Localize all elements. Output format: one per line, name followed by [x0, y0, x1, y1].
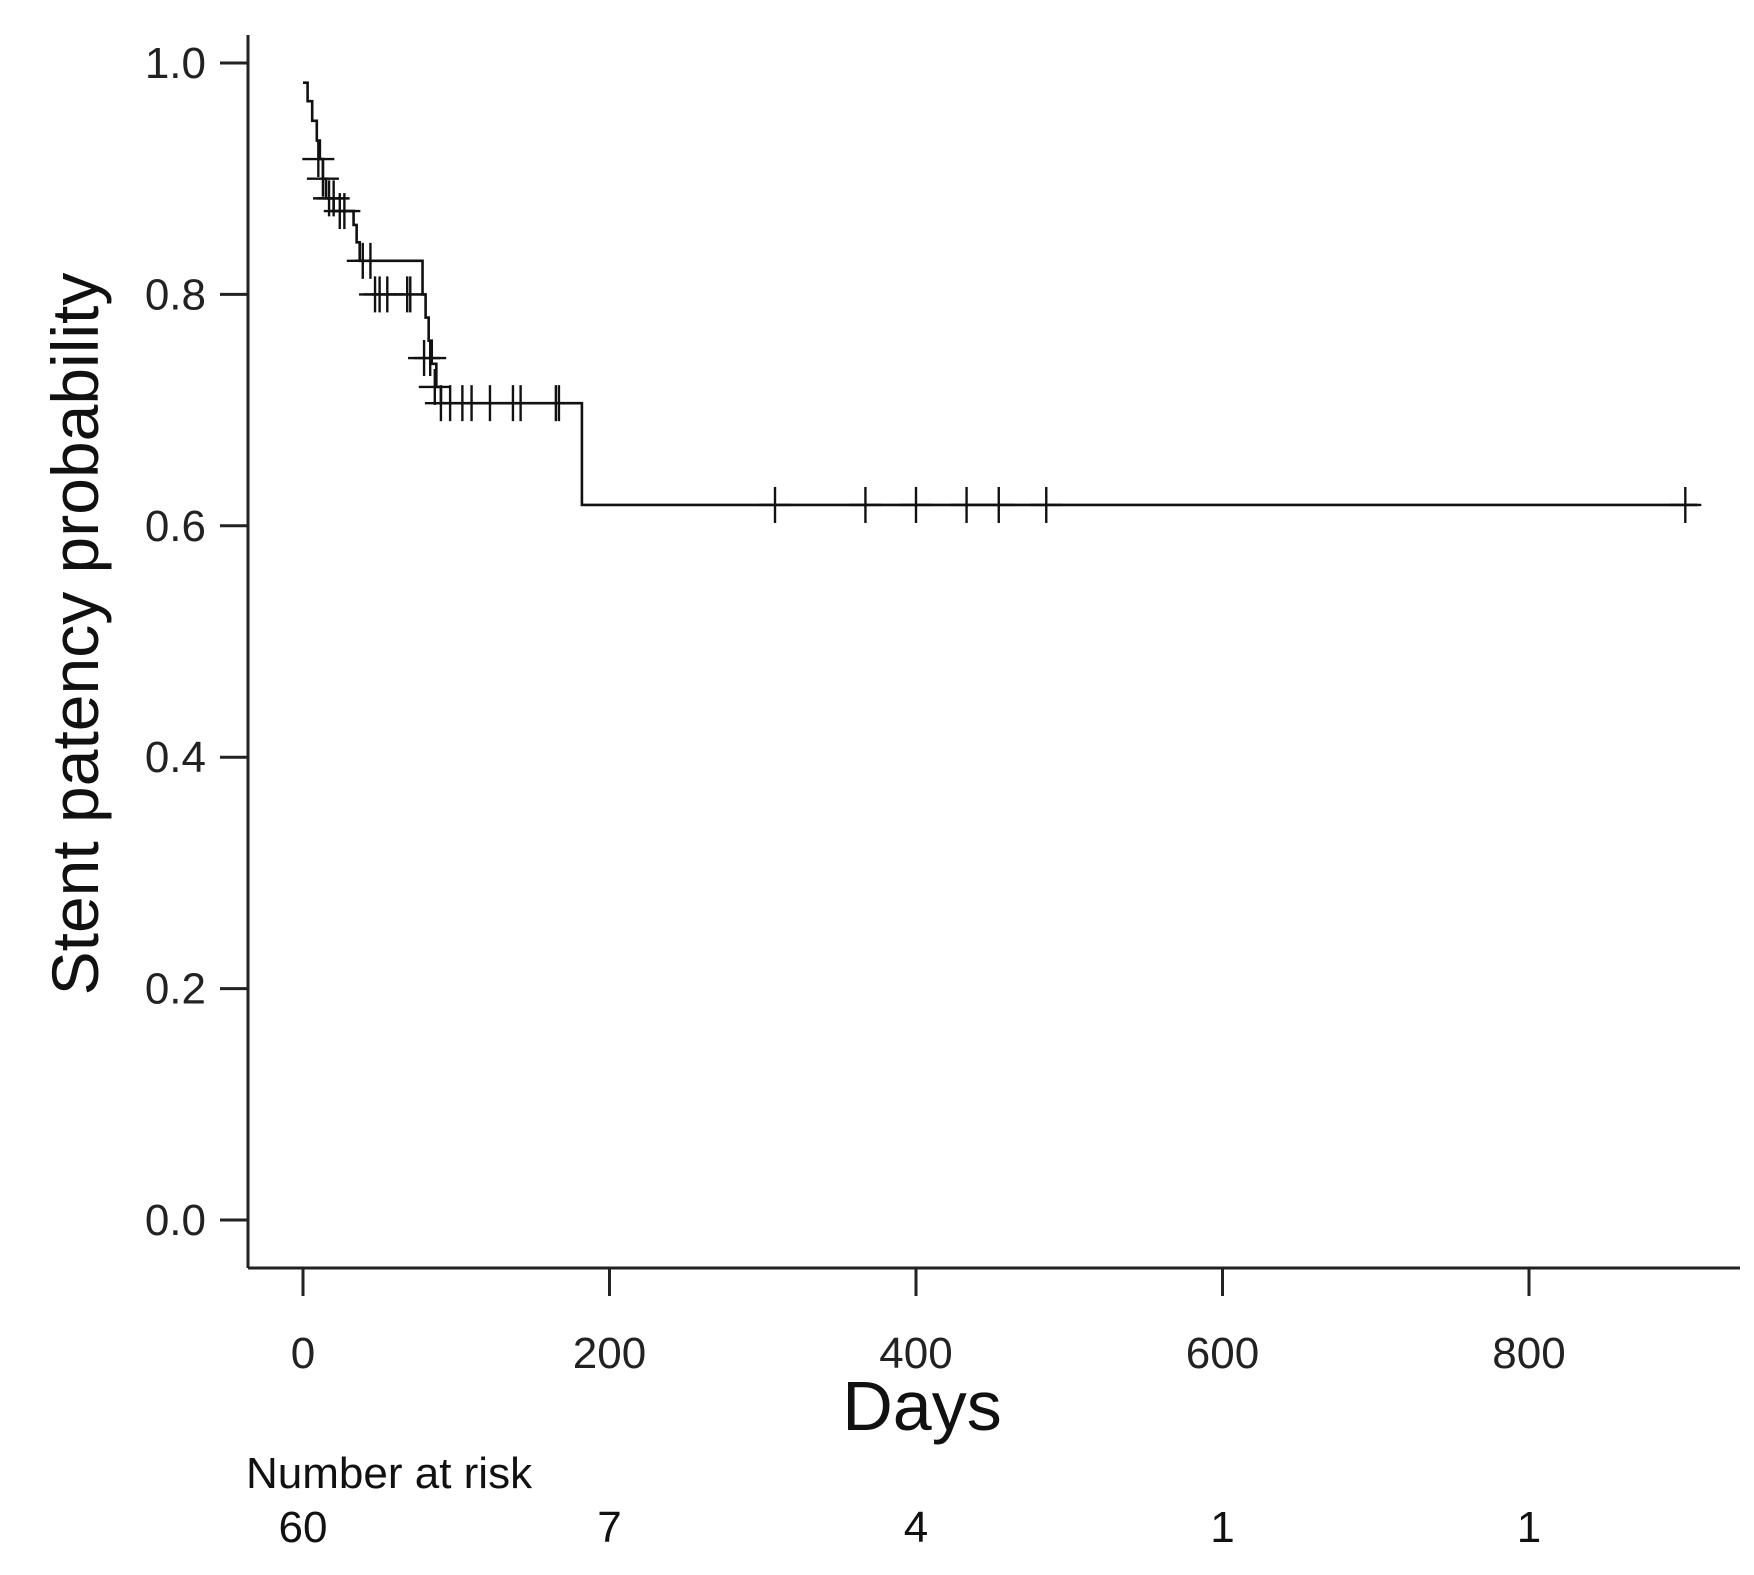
censor-mark	[418, 368, 451, 405]
y-tick-label-1: 0.2	[145, 965, 206, 1014]
censor-marks	[302, 141, 1702, 523]
censor-mark	[849, 486, 882, 523]
risk-value-3: 1	[1210, 1503, 1234, 1552]
censor-mark	[1669, 486, 1702, 523]
labels: Days Stent patency probability Number at…	[38, 273, 1002, 1498]
risk-table-title: Number at risk	[246, 1449, 533, 1498]
censor-mark	[354, 242, 387, 279]
axes: 0.0 0.2 0.4 0.6 0.8 1.0 0 200 400 600 800	[145, 35, 1740, 1378]
censor-mark	[302, 141, 335, 178]
x-tick-label-4: 800	[1492, 1329, 1565, 1378]
censor-mark	[328, 193, 361, 230]
censor-mark	[950, 486, 983, 523]
censor-mark	[542, 385, 575, 422]
y-tick-label-3: 0.6	[145, 502, 206, 551]
y-axis-title: Stent patency probability	[38, 273, 112, 996]
survival-curve-line-0	[303, 81, 1698, 507]
risk-value-4: 1	[1517, 1503, 1541, 1552]
risk-value-2: 4	[904, 1503, 928, 1552]
x-tick-label-1: 200	[573, 1329, 646, 1378]
x-tick-label-3: 600	[1186, 1329, 1259, 1378]
censor-mark	[1030, 486, 1063, 523]
survival-curve-group	[303, 81, 1698, 507]
censor-mark	[759, 486, 792, 523]
censor-mark	[394, 276, 427, 313]
x-tick-label-2: 400	[879, 1329, 952, 1378]
y-tick-label-2: 0.4	[145, 733, 206, 782]
censor-mark	[306, 160, 339, 197]
risk-value-1: 7	[597, 1503, 621, 1552]
censor-mark	[414, 340, 447, 377]
censor-mark	[504, 385, 537, 422]
x-axis-title: Days	[842, 1367, 1001, 1445]
y-tick-label-4: 0.8	[145, 270, 206, 319]
risk-table: 60 7 4 1 1	[279, 1503, 1542, 1552]
x-tick-label-0: 0	[291, 1329, 315, 1378]
censor-mark	[900, 486, 932, 523]
censor-mark	[982, 486, 1015, 523]
y-tick-label-5: 1.0	[145, 39, 206, 88]
y-tick-label-0: 0.0	[145, 1196, 206, 1245]
risk-value-0: 60	[279, 1503, 328, 1552]
